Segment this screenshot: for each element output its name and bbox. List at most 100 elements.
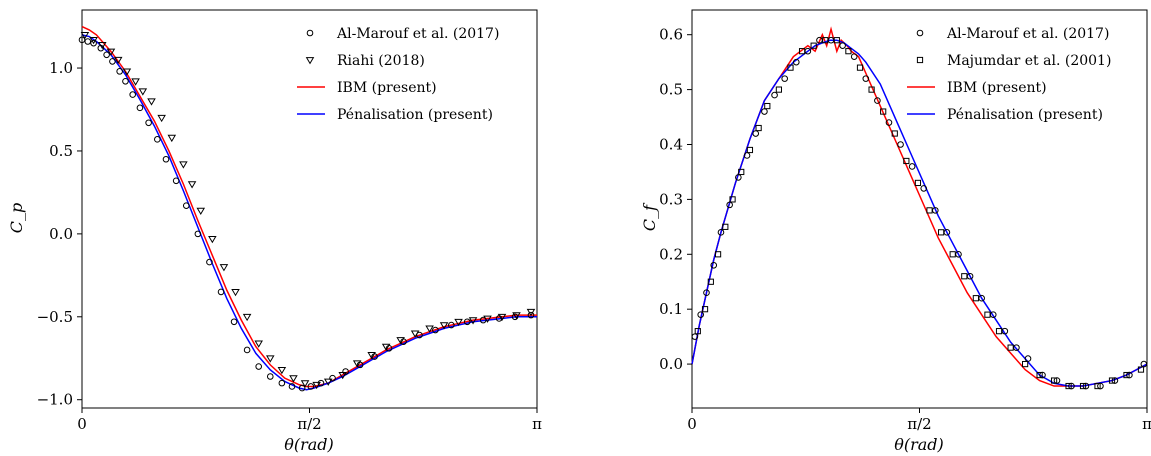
- cp-data-point-circle: [172, 177, 180, 185]
- cf-data-point-square: [822, 37, 829, 44]
- cp-data-point-triangle-down: [266, 355, 275, 363]
- cf-legend-label: IBM (present): [947, 80, 1047, 96]
- cf-data-point-square: [810, 42, 817, 49]
- cp-data-point-triangle-down: [289, 375, 298, 383]
- cp-data-point-triangle-down: [367, 352, 376, 360]
- cf-data-point-square: [1094, 382, 1101, 390]
- cf-x-tick-label: 0: [687, 415, 697, 433]
- cf-data-point-square: [1022, 360, 1029, 368]
- cp-data-point-triangle-down: [138, 88, 148, 96]
- cp-data-point-triangle-down: [323, 378, 333, 386]
- cf-series-markers: [691, 36, 1148, 390]
- cp-data-point-triangle-down: [300, 380, 310, 388]
- cf-legend-label: Pénalisation (present): [947, 107, 1103, 123]
- cp-y-tick-label: 0.0: [49, 225, 73, 243]
- cp-data-point-circle: [342, 368, 349, 375]
- cp-data-point-triangle-down: [208, 235, 217, 244]
- cf-data-point-square: [856, 64, 864, 71]
- cp-data-point-triangle-down: [131, 78, 140, 86]
- cf-legend-label: Majumdar et al. (2001): [947, 53, 1111, 69]
- cp-data-point-triangle-down: [352, 360, 362, 368]
- cf-data-point-square: [868, 86, 875, 93]
- cf-y-tick-label: 0.1: [659, 300, 683, 318]
- cp-data-point-circle: [448, 321, 455, 329]
- cf-data-point-square: [1079, 382, 1087, 390]
- cf-y-ticks: 0.0 0.1 0.2 0.3 0.4 0.5 0.6: [659, 26, 692, 373]
- cp-legend-marker: [306, 29, 314, 37]
- cf-plot-panel: 0.0 0.1 0.2 0.3 0.4 0.5 0.6 0 π/2 π Al-Marouf et…: [640, 9, 1151, 454]
- cf-data-point-square: [764, 102, 771, 110]
- cp-data-point-triangle-down: [396, 337, 405, 345]
- cp-legend-label: IBM (present): [337, 80, 437, 96]
- cf-data-point-square: [949, 251, 956, 258]
- cf-data-point-circle: [897, 141, 904, 148]
- cf-x-tick-label: π/2: [907, 415, 931, 433]
- cp-legend-label: Riahi (2018): [337, 53, 425, 69]
- cf-data-point-square: [707, 278, 714, 285]
- cf-data-point-circle: [697, 311, 704, 318]
- cp-legend: Al-Marouf et al. (2017) Riahi (2018) IBM (…: [297, 26, 499, 123]
- cp-data-point-circle: [266, 373, 274, 380]
- cf-x-ticks: 0 π/2 π: [687, 408, 1151, 433]
- cf-data-point-circle: [874, 97, 881, 104]
- cp-data-point-triangle-down: [454, 318, 463, 327]
- cp-data-point-circle: [288, 383, 296, 390]
- cf-data-point-square: [1036, 371, 1043, 379]
- cf-data-point-square: [961, 273, 968, 280]
- cf-data-point-square: [722, 223, 729, 230]
- cp-data-point-triangle-down: [113, 56, 123, 65]
- cp-y-ticks: −1.0 −0.5 0.0 0.5 1.0: [37, 59, 82, 409]
- cf-plot-frame: [691, 9, 1148, 409]
- cp-data-point-triangle-down: [254, 340, 263, 348]
- cf-series-line-3: [691, 39, 1148, 387]
- cf-data-point-circle: [908, 163, 916, 170]
- cf-data-point-circle: [761, 108, 768, 115]
- cp-data-point-circle: [129, 91, 136, 98]
- cf-data-point-square: [972, 295, 979, 302]
- cf-data-point-square: [787, 64, 794, 71]
- cf-legend-marker: [916, 29, 924, 37]
- cf-data-point-square: [880, 108, 887, 115]
- cp-data-point-circle: [317, 379, 325, 387]
- cf-data-point-circle: [710, 261, 718, 269]
- cf-data-point-square: [938, 229, 945, 236]
- cp-data-point-triangle-down: [167, 134, 177, 143]
- cf-data-point-circle: [920, 185, 928, 192]
- cp-data-point-triangle-down: [381, 343, 391, 352]
- cp-series-lines: [81, 25, 537, 391]
- cp-data-point-triangle-down: [439, 322, 449, 330]
- cf-data-point-circle: [862, 75, 870, 82]
- cp-data-point-circle: [136, 104, 144, 112]
- cp-legend-label: Pénalisation (present): [337, 107, 493, 123]
- cf-y-tick-label: 0.4: [659, 135, 683, 153]
- cf-data-point-square: [1007, 344, 1014, 351]
- cp-data-point-triangle-down: [89, 36, 98, 45]
- cf-y-tick-label: 0.3: [659, 190, 683, 208]
- cf-data-point-square: [746, 146, 754, 154]
- cp-data-point-triangle-down: [231, 289, 240, 297]
- cp-data-point-triangle-down: [196, 207, 206, 216]
- cp-data-point-circle: [122, 78, 129, 85]
- cp-data-point-circle: [278, 379, 286, 387]
- cf-x-axis-label: θ(rad): [894, 435, 944, 454]
- cf-data-point-circle: [850, 53, 858, 60]
- cp-data-point-circle: [206, 258, 213, 266]
- cf-series-lines: [691, 26, 1148, 387]
- cf-data-point-square: [798, 48, 806, 55]
- cp-plot-panel: −1.0 −0.5 0.0 0.5 1.0 0 π/2 π Al-Marouf et al.…: [7, 9, 542, 454]
- cp-series-line-3: [81, 34, 537, 391]
- cp-data-point-triangle-down: [468, 317, 478, 325]
- cf-data-point-square: [914, 179, 922, 187]
- cp-data-point-circle: [307, 383, 315, 390]
- cp-data-point-triangle-down: [497, 313, 507, 322]
- cf-data-point-square: [926, 207, 933, 214]
- cp-data-point-triangle-down: [312, 381, 321, 390]
- cf-data-point-square: [1065, 382, 1072, 390]
- cp-data-point-triangle-down: [410, 330, 420, 338]
- cf-data-point-square: [845, 48, 852, 55]
- cf-data-point-square: [891, 130, 898, 137]
- cp-data-point-triangle-down: [512, 312, 521, 320]
- cf-data-point-square: [755, 124, 762, 132]
- cp-data-point-circle: [432, 326, 439, 334]
